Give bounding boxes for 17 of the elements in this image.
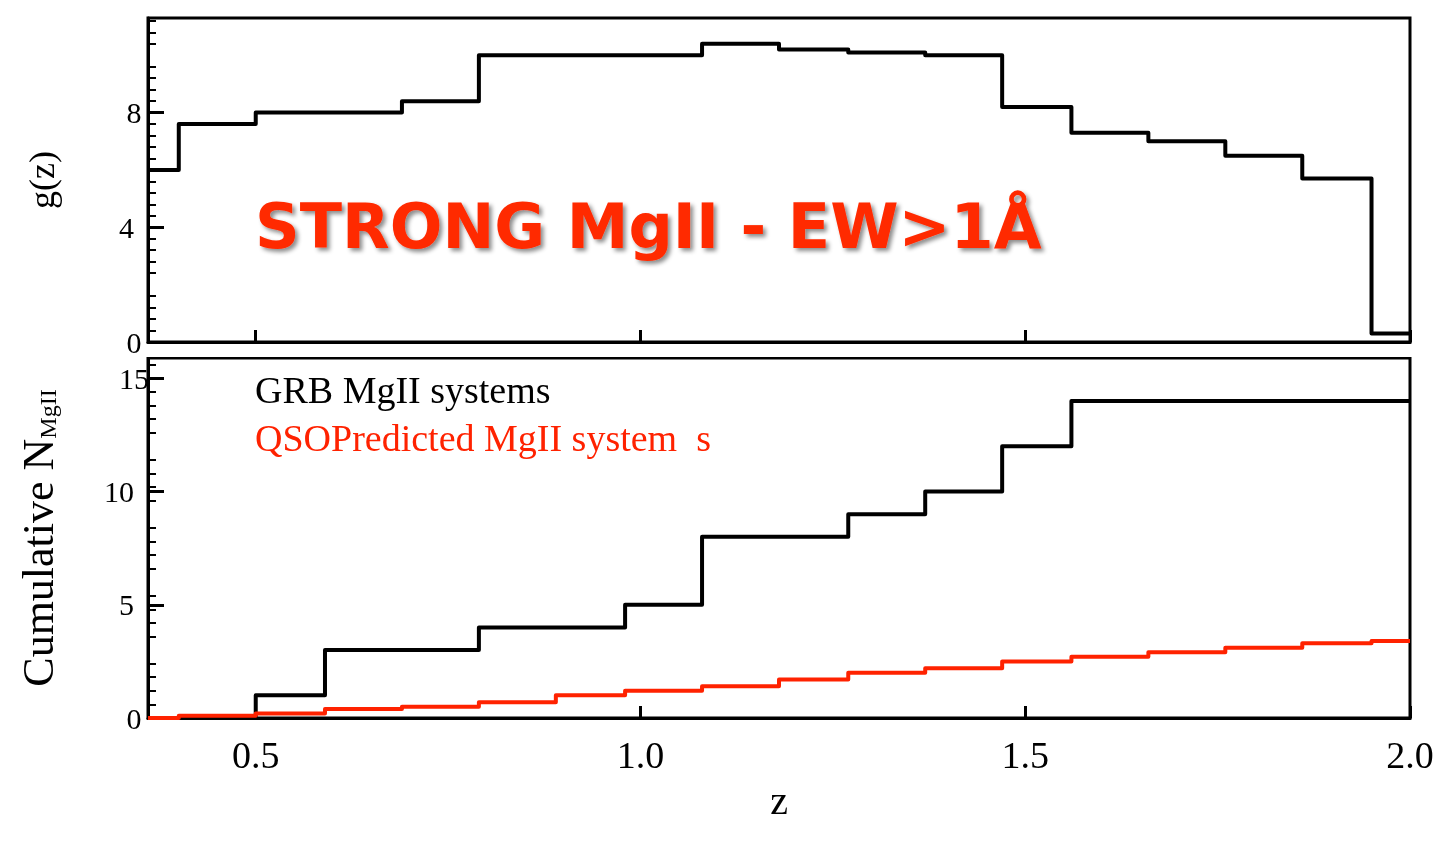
y-axis-title: Cumulative NMgII — [13, 389, 63, 687]
y-axis-title: g(z) — [22, 151, 62, 209]
y-tick-label: 10 — [104, 475, 134, 509]
x-axis-title: z — [770, 777, 788, 823]
legend-label: GRB MgII systems — [255, 369, 551, 411]
text: QSOPredicted MgII system s — [255, 417, 711, 459]
x-tick-label: 1.0 — [616, 734, 665, 776]
y-tick-label: 15 — [119, 361, 149, 395]
x-tick-label: 0.5 — [231, 734, 280, 776]
text: STRONG MgII - EW>1Å — [255, 189, 1042, 263]
x-tick-label: 2.0 — [1386, 734, 1434, 776]
y-tick-label: 8 — [126, 96, 142, 130]
y-tick-label: 0 — [126, 701, 142, 735]
y-tick-label: 4 — [119, 210, 134, 244]
y-tick-label: 5 — [119, 588, 134, 622]
y-tick-label: 0 — [126, 325, 142, 359]
x-tick-label: 1.5 — [1001, 734, 1049, 776]
